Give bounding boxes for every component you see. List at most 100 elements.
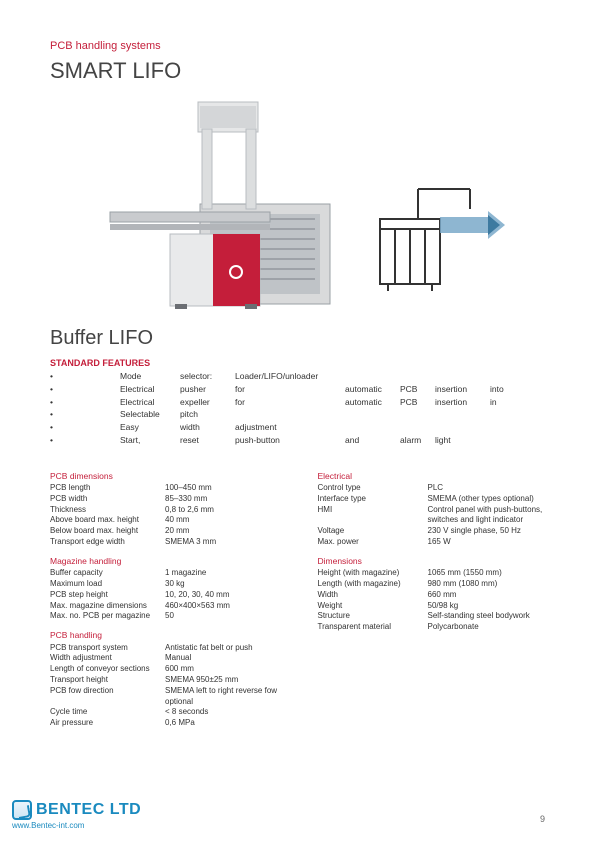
spec-value: SMEMA 950±25 mm [165,675,278,686]
footer-logo: BENTEC LTD www.Bentec-int.com [12,800,141,830]
spec-label: Maximum load [50,579,165,590]
spec-row: Cycle time< 8 seconds [50,707,278,718]
spec-row: Max. no. PCB per magazine50 [50,611,278,622]
logo-mark-icon [12,800,32,820]
spec-row: Width660 mm [318,590,546,601]
spec-row: Width adjustmentManual [50,653,278,664]
spec-row: Length (with magazine)980 mm (1080 mm) [318,579,546,590]
specs-left-col: PCB dimensionsPCB length100–450 mmPCB wi… [50,463,278,730]
spec-row: Transport heightSMEMA 950±25 mm [50,675,278,686]
spec-section-head: PCB dimensions [50,471,278,482]
spec-row: Interface typeSMEMA (other types optiona… [318,494,546,505]
spec-row: Length of conveyor sections600 mm [50,664,278,675]
spec-row: StructureSelf-standing steel bodywork [318,611,546,622]
feature-row: •Easywidthadjustment [50,421,545,434]
spec-row: Below board max. height20 mm [50,526,278,537]
spec-label: Thickness [50,505,165,516]
spec-value: 1065 mm (1550 mm) [428,568,546,579]
features-list: •Modeselector:Loader/LIFO/unloader•Elect… [50,370,545,447]
spec-row: Max. power165 W [318,537,546,548]
spec-row: PCB step height10, 20, 30, 40 mm [50,590,278,601]
spec-label: Structure [318,611,428,622]
spec-value: 1 magazine [165,568,278,579]
specs-right-col: ElectricalControl typePLCInterface typeS… [318,463,546,730]
spec-label: HMI [318,505,428,527]
spec-row: Max. magazine dimensions460×400×563 mm [50,601,278,612]
spec-row: PCB transport systemAntistatic fat belt … [50,643,278,654]
spec-value: 165 W [428,537,546,548]
spec-value: Manual [165,653,278,664]
spec-label: Height (with magazine) [318,568,428,579]
spec-value: Antistatic fat belt or push [165,643,278,654]
spec-label: Air pressure [50,718,165,729]
spec-label: Buffer capacity [50,568,165,579]
company-name: BENTEC LTD [36,801,141,819]
spec-row: Control typePLC [318,483,546,494]
spec-label: Length of conveyor sections [50,664,165,675]
spec-label: Below board max. height [50,526,165,537]
spec-row: Above board max. height40 mm [50,515,278,526]
spec-label: Cycle time [50,707,165,718]
spec-row: Buffer capacity1 magazine [50,568,278,579]
spec-row: HMIControl panel with push-buttons, swit… [318,505,546,527]
spec-value: SMEMA left to right reverse fow optional [165,686,278,708]
spec-value: 460×400×563 mm [165,601,278,612]
spec-value: 85–330 mm [165,494,278,505]
spec-label: Transport edge width [50,537,165,548]
spec-value: 0,8 to 2,6 mm [165,505,278,516]
spec-value: SMEMA (other types optional) [428,494,546,505]
spec-label: Transparent material [318,622,428,633]
spec-value: 50 [165,611,278,622]
feature-row: •Selectablepitch [50,408,545,421]
spec-label: Above board max. height [50,515,165,526]
flow-diagram-icon [370,179,510,299]
hero-row [50,94,545,309]
spec-value: Polycarbonate [428,622,546,633]
datasheet-page: PCB handling systems SMART LIFO [0,0,595,842]
spec-value: 40 mm [165,515,278,526]
footer-url: www.Bentec-int.com [12,821,84,830]
spec-row: Transparent materialPolycarbonate [318,622,546,633]
spec-label: Max. power [318,537,428,548]
spec-section-head: Magazine handling [50,556,278,567]
spec-row: Air pressure0,6 MPa [50,718,278,729]
spec-label: Max. no. PCB per magazine [50,611,165,622]
spec-value: 30 kg [165,579,278,590]
spec-label: PCB length [50,483,165,494]
spec-label: Max. magazine dimensions [50,601,165,612]
spec-label: Width adjustment [50,653,165,664]
feature-row: •ElectricalpusherforautomaticPCBinsertio… [50,383,545,396]
spec-section-head: Electrical [318,471,546,482]
spec-label: Interface type [318,494,428,505]
spec-value: 10, 20, 30, 40 mm [165,590,278,601]
feature-row: •Start,resetpush-buttonandalarmlight [50,434,545,447]
spec-row: Maximum load30 kg [50,579,278,590]
spec-label: Length (with magazine) [318,579,428,590]
spec-value: 660 mm [428,590,546,601]
spec-label: PCB fow direction [50,686,165,708]
spec-value: SMEMA 3 mm [165,537,278,548]
page-number: 9 [540,814,545,824]
spec-value: 230 V single phase, 50 Hz [428,526,546,537]
spec-value: PLC [428,483,546,494]
spec-value: Self-standing steel bodywork [428,611,546,622]
features-heading: STANDARD FEATURES [50,358,545,368]
spec-value: 980 mm (1080 mm) [428,579,546,590]
spec-row: Voltage230 V single phase, 50 Hz [318,526,546,537]
spec-label: Transport height [50,675,165,686]
spec-value: Control panel with push-buttons, switche… [428,505,546,527]
spec-section-head: Dimensions [318,556,546,567]
spec-row: PCB width85–330 mm [50,494,278,505]
spec-label: Width [318,590,428,601]
spec-row: Transport edge widthSMEMA 3 mm [50,537,278,548]
section-subtitle: Buffer LIFO [50,327,545,350]
spec-label: PCB step height [50,590,165,601]
spec-label: Voltage [318,526,428,537]
spec-value: 20 mm [165,526,278,537]
spec-row: PCB length100–450 mm [50,483,278,494]
spec-value: 600 mm [165,664,278,675]
spec-value: < 8 seconds [165,707,278,718]
feature-row: •ElectricalexpellerforautomaticPCBinsert… [50,396,545,409]
spec-label: PCB width [50,494,165,505]
spec-value: 0,6 MPa [165,718,278,729]
